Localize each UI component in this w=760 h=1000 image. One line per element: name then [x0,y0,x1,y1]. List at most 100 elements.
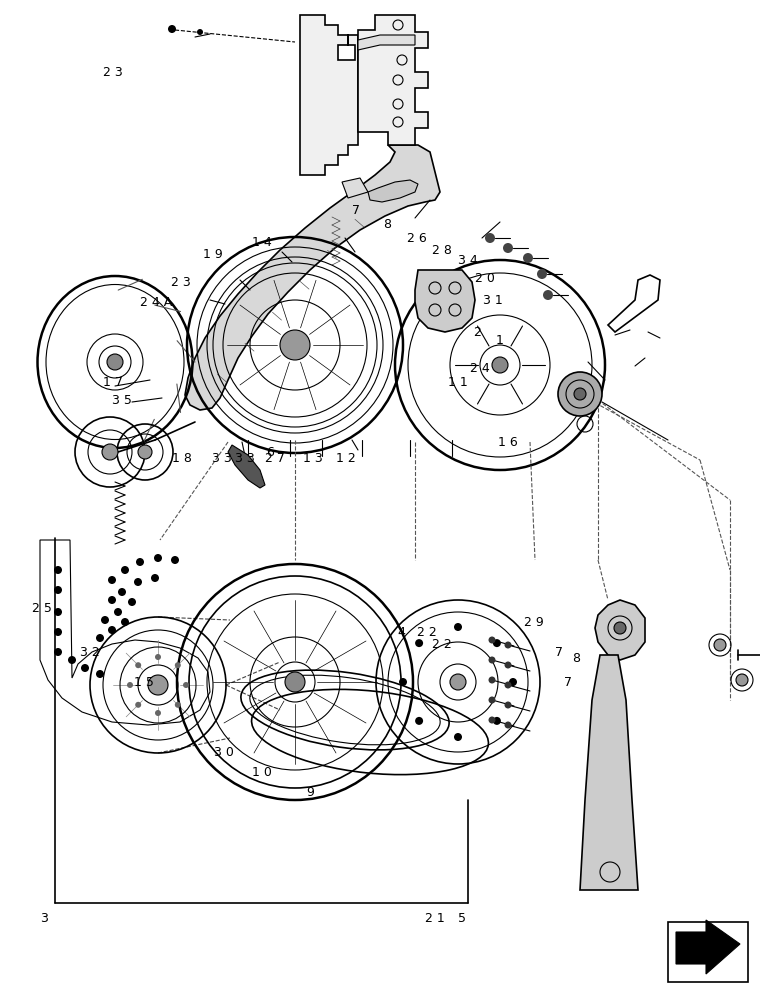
Text: 6: 6 [266,446,274,458]
Text: 2 8: 2 8 [432,243,452,256]
Circle shape [280,330,310,360]
Circle shape [543,290,553,300]
Circle shape [54,648,62,656]
Circle shape [135,662,141,668]
Polygon shape [595,600,645,660]
Text: 5: 5 [458,912,466,924]
Circle shape [714,639,726,651]
Circle shape [148,675,168,695]
Text: 7: 7 [565,676,572,688]
Polygon shape [300,15,358,175]
Text: 1 4: 1 4 [252,235,272,248]
Circle shape [485,233,495,243]
Circle shape [505,702,511,708]
Circle shape [136,558,144,566]
Circle shape [54,566,62,574]
Circle shape [492,357,508,373]
Text: 2 7: 2 7 [265,452,285,464]
Circle shape [175,662,181,668]
Text: 7: 7 [555,646,562,658]
Text: 2 9: 2 9 [524,615,543,629]
Circle shape [489,716,496,724]
Polygon shape [40,540,210,725]
Circle shape [68,656,76,664]
Circle shape [154,554,162,562]
Polygon shape [358,35,415,50]
Circle shape [523,253,533,263]
Circle shape [107,354,123,370]
Circle shape [121,566,129,574]
Text: 2 3: 2 3 [103,66,122,79]
Text: 1 5: 1 5 [135,676,154,688]
Text: 2 4: 2 4 [470,361,490,374]
Text: 3 5: 3 5 [112,393,131,406]
Text: 1 0: 1 0 [252,766,272,778]
Circle shape [134,578,142,586]
Text: 4: 4 [397,626,405,639]
Circle shape [108,596,116,604]
Circle shape [493,639,501,647]
Polygon shape [368,180,418,202]
Polygon shape [415,270,475,332]
Polygon shape [358,15,428,145]
Circle shape [183,682,189,688]
Circle shape [505,682,511,688]
Text: 2 6: 2 6 [407,232,426,244]
Circle shape [614,622,626,634]
Text: 1 6: 1 6 [498,436,518,448]
Circle shape [450,674,466,690]
Circle shape [489,637,496,644]
Circle shape [54,628,62,636]
Text: 3 4: 3 4 [458,253,477,266]
Circle shape [415,639,423,647]
Circle shape [155,710,161,716]
Circle shape [489,656,496,664]
Polygon shape [676,920,740,974]
Circle shape [454,623,462,631]
Circle shape [509,678,517,686]
Text: 3 0: 3 0 [214,746,234,758]
Circle shape [505,662,511,668]
Circle shape [138,445,152,459]
Circle shape [108,626,116,634]
Text: 1 7: 1 7 [103,375,122,388]
Polygon shape [580,655,638,890]
Text: 2 1: 2 1 [425,912,445,924]
Circle shape [135,702,141,708]
Bar [668,922,748,982]
Text: 3 3: 3 3 [235,452,255,464]
Circle shape [489,676,496,684]
Polygon shape [228,445,265,488]
Circle shape [118,588,126,596]
Circle shape [54,586,62,594]
Circle shape [454,733,462,741]
Circle shape [197,29,203,35]
Polygon shape [185,145,440,410]
Circle shape [493,717,501,725]
Circle shape [155,654,161,660]
Text: 2 2: 2 2 [417,626,437,639]
Circle shape [114,608,122,616]
Text: 2 3: 2 3 [171,275,191,288]
Circle shape [81,664,89,672]
Text: 2 0: 2 0 [475,271,495,284]
Circle shape [489,696,496,704]
Circle shape [175,702,181,708]
Circle shape [505,642,511,648]
Text: 2 5: 2 5 [32,601,52,614]
Circle shape [128,598,136,606]
Text: 7: 7 [352,204,359,217]
Text: 1 2: 1 2 [336,452,356,464]
Circle shape [736,674,748,686]
Text: 3 1: 3 1 [483,294,502,306]
Text: 8: 8 [384,219,391,232]
Circle shape [285,672,305,692]
Text: 1 8: 1 8 [173,452,192,464]
Circle shape [168,25,176,33]
Text: 2 4 A: 2 4 A [140,296,172,308]
Text: 2: 2 [473,326,481,338]
Circle shape [415,717,423,725]
Polygon shape [608,275,660,332]
Text: 1: 1 [496,334,504,347]
Text: 3 2: 3 2 [80,646,100,658]
